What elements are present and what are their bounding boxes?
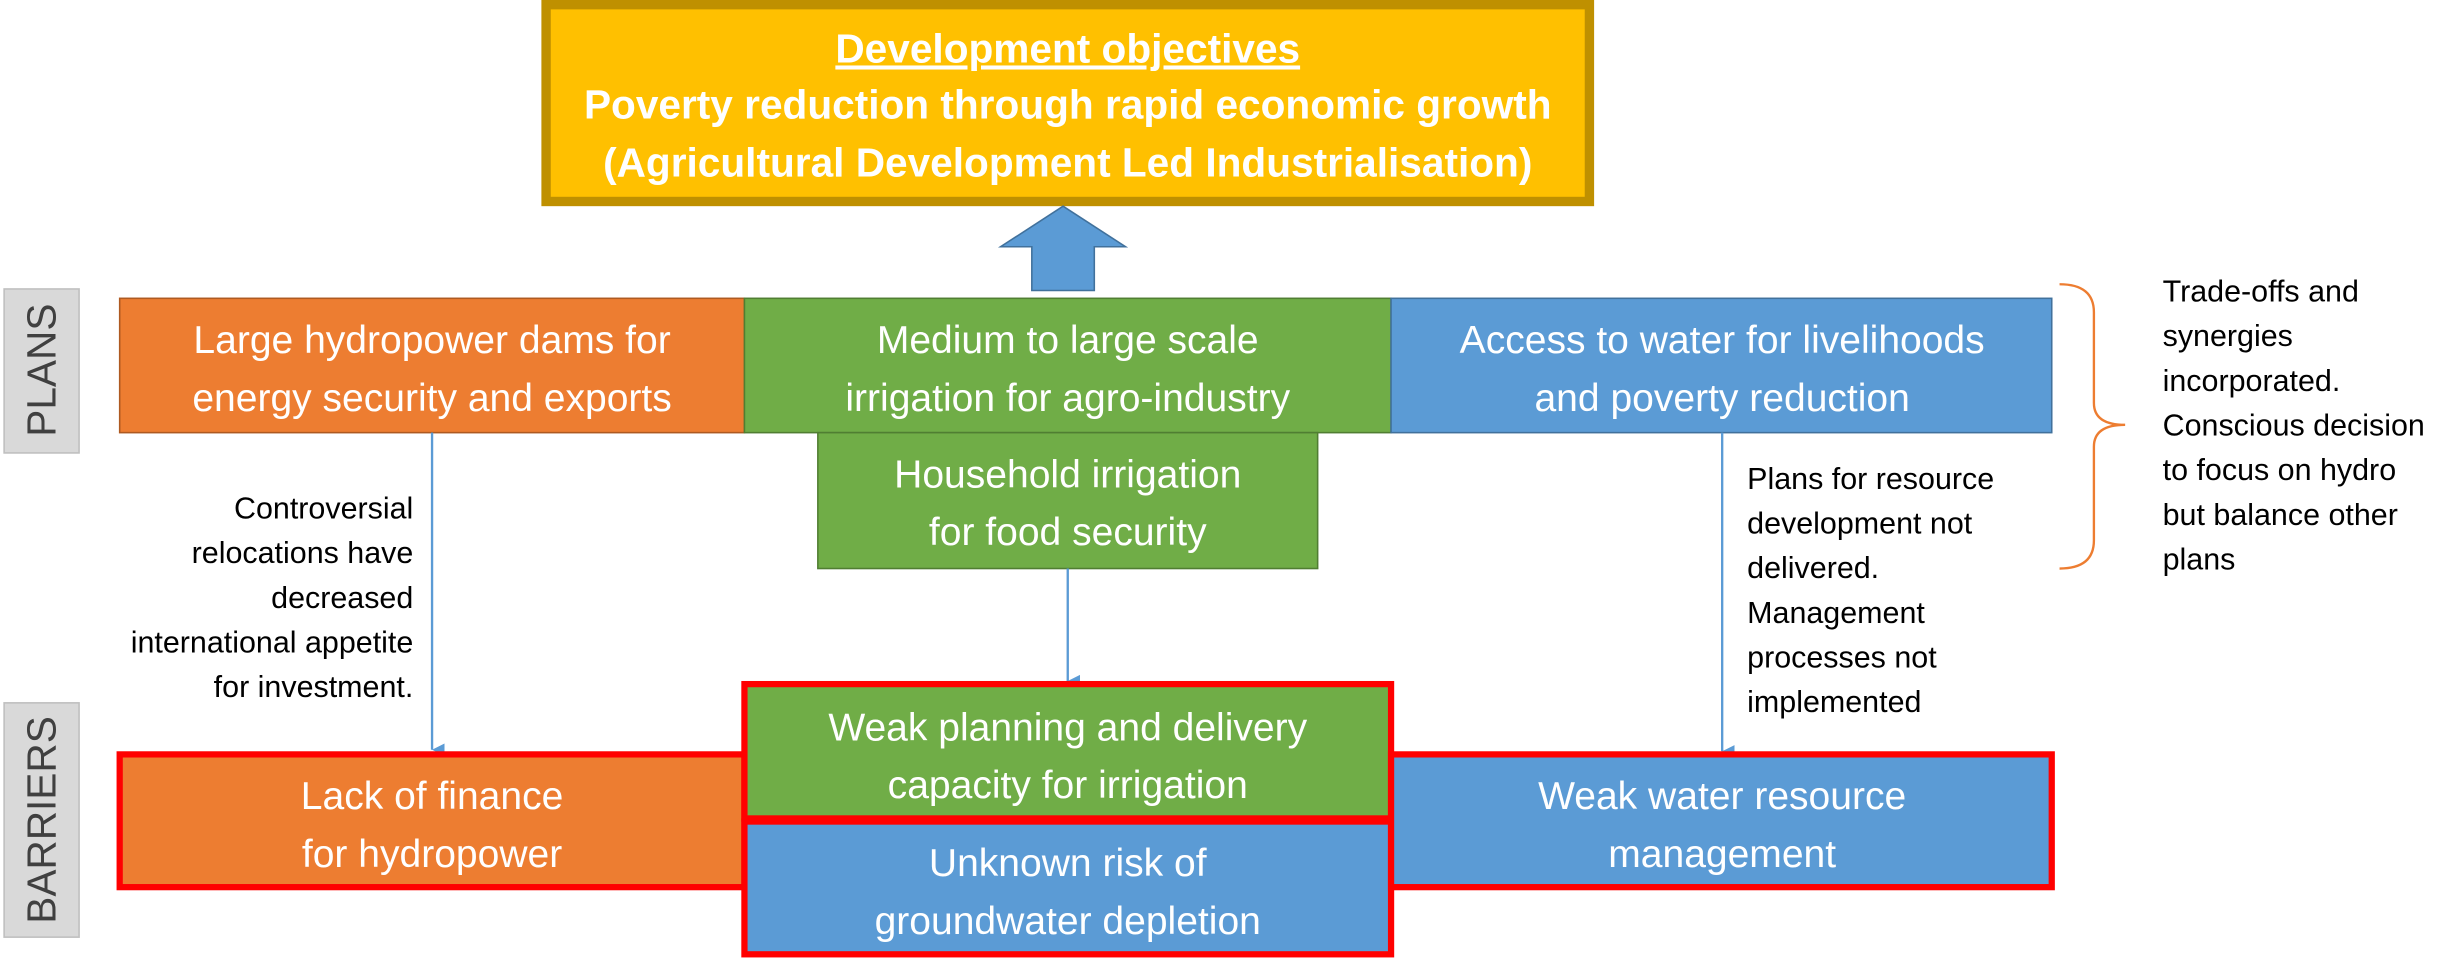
barrier-text: Unknown risk of [929,842,1207,885]
note-text: processes not [1747,641,1937,675]
plan-text: energy security and exports [192,377,671,420]
plan-box [743,297,1392,434]
barrier-text: Weak planning and delivery [828,706,1307,749]
brace [2059,283,2126,570]
note-text: relocations have [192,536,414,570]
objective-box [541,0,1595,207]
objective-line: Poverty reduction through rapid economic… [584,82,1552,128]
plan-text: Access to water for livelihoods [1460,319,1985,362]
barrier-text: Weak water resource [1538,775,1906,818]
plans-label-box [3,288,80,454]
note-text: Management [1747,596,1925,630]
note-text: for investment. [214,670,414,704]
barrier-text: groundwater depletion [875,900,1261,943]
barrier-box [116,751,748,891]
up-arrow [997,205,1129,292]
plan-text: for food security [929,511,1207,554]
note-text: incorporated. [2163,364,2341,398]
note-text: synergies [2163,319,2293,353]
plan-text: Medium to large scale [877,319,1259,362]
note-text: to focus on hydro [2163,453,2397,487]
note-text: Trade-offs and [2163,274,2359,308]
plan-box [1390,297,2053,434]
note-text: implemented [1747,685,1921,719]
barrier-text: management [1608,833,1836,876]
note-text: delivered. [1747,551,1879,585]
barriers-label: BARRIERS [19,716,65,924]
barrier-text: capacity for irrigation [888,764,1248,807]
note-text: Controversial [234,492,413,526]
note-text: development not [1747,507,1973,541]
barrier-box [741,818,1395,958]
objective-title: Development objectives [835,25,1300,71]
plan-text: Large hydropower dams for [193,319,670,362]
barrier-box [741,680,1395,822]
note-text: but balance other [2163,498,2398,532]
note-text: decreased [271,581,413,615]
barrier-text: for hydropower [302,833,562,876]
barriers-label-box [3,702,80,938]
barrier-box [1387,751,2055,891]
barrier-text: Lack of finance [301,775,564,818]
plan-text: Household irrigation [894,453,1241,496]
plan-text: irrigation for agro-industry [845,377,1290,420]
note-text: Plans for resource [1747,462,1994,496]
note-text: Conscious decision [2163,408,2425,442]
plan-text: and poverty reduction [1534,377,1909,420]
plans-label: PLANS [19,304,65,437]
note-text: plans [2163,542,2236,576]
plan-box [118,297,746,434]
objective-line: (Agricultural Development Led Industrial… [603,139,1532,185]
note-text: international appetite [131,626,414,660]
